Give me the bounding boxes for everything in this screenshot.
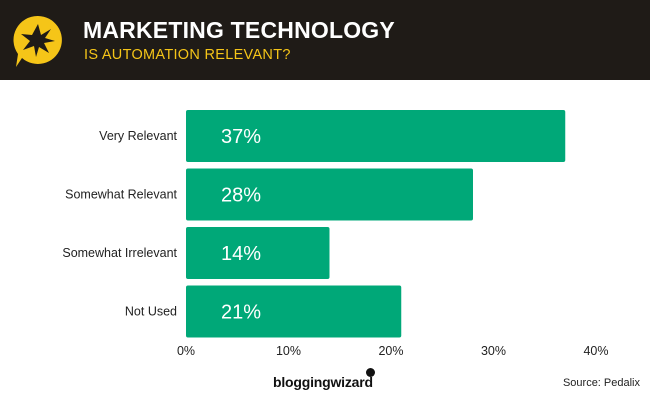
x-tick-label: 0% bbox=[177, 344, 195, 358]
category-label-somewhat-relevant: Somewhat Relevant bbox=[65, 188, 177, 202]
data-label-somewhat-irrelevant: 14% bbox=[221, 243, 261, 265]
bar-chart: Very Relevant Somewhat Relevant Somewhat I… bbox=[62, 110, 609, 358]
brand-logo: bloggingwizard bbox=[273, 374, 373, 390]
bar-not-used bbox=[186, 285, 402, 338]
data-label-somewhat-relevant: 28% bbox=[221, 185, 261, 207]
category-label-somewhat-irrelevant: Somewhat Irrelevant bbox=[62, 246, 177, 260]
category-label-very-relevant: Very Relevant bbox=[99, 129, 177, 143]
star-burst-speech-bubble-icon bbox=[13, 15, 62, 67]
bar-somewhat-irrelevant bbox=[186, 227, 330, 279]
x-tick-label: 30% bbox=[481, 344, 506, 358]
bar-somewhat-relevant bbox=[186, 168, 473, 221]
header-banner: MARKETING TECHNOLOGY IS AUTOMATION RELEV… bbox=[0, 0, 650, 80]
brand-logo-dot-icon bbox=[366, 368, 375, 377]
page-subtitle: IS AUTOMATION RELEVANT? bbox=[84, 47, 291, 63]
category-label-not-used: Not Used bbox=[125, 305, 177, 319]
data-label-very-relevant: 37% bbox=[221, 126, 261, 148]
x-tick-label: 20% bbox=[378, 344, 403, 358]
bar-very-relevant bbox=[186, 110, 566, 162]
x-tick-label: 10% bbox=[276, 344, 301, 358]
data-label-not-used: 21% bbox=[221, 302, 261, 324]
x-tick-label: 40% bbox=[583, 344, 608, 358]
page-title: MARKETING TECHNOLOGY bbox=[83, 17, 395, 43]
source-note: Source: Pedalix bbox=[562, 377, 640, 389]
